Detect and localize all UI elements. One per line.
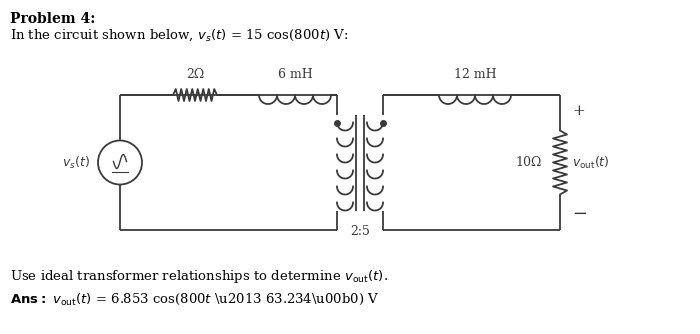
Text: 2Ω: 2Ω bbox=[186, 68, 204, 81]
Text: Problem 4:: Problem 4: bbox=[10, 12, 95, 26]
Text: +: + bbox=[572, 104, 584, 118]
Text: $v_s(t)$: $v_s(t)$ bbox=[62, 154, 90, 171]
Text: $\mathbf{Ans:}$ $v_{\mathrm{out}}(t)$ = 6.853 cos(800$t$ \u2013 63.234\u00b0) V: $\mathbf{Ans:}$ $v_{\mathrm{out}}(t)$ = … bbox=[10, 292, 379, 307]
Text: 2:5: 2:5 bbox=[350, 224, 370, 237]
Text: 10Ω: 10Ω bbox=[516, 156, 542, 169]
Text: 6 mH: 6 mH bbox=[278, 68, 312, 81]
Text: 12 mH: 12 mH bbox=[454, 68, 496, 81]
Text: In the circuit shown below, $v_s(t)$ = 15 cos(800$t$) V:: In the circuit shown below, $v_s(t)$ = 1… bbox=[10, 28, 349, 43]
Text: Use ideal transformer relationships to determine $v_{\mathrm{out}}(t)$.: Use ideal transformer relationships to d… bbox=[10, 268, 388, 285]
Text: −: − bbox=[572, 205, 587, 223]
Text: $v_{\mathrm{out}}(t)$: $v_{\mathrm{out}}(t)$ bbox=[572, 154, 610, 171]
